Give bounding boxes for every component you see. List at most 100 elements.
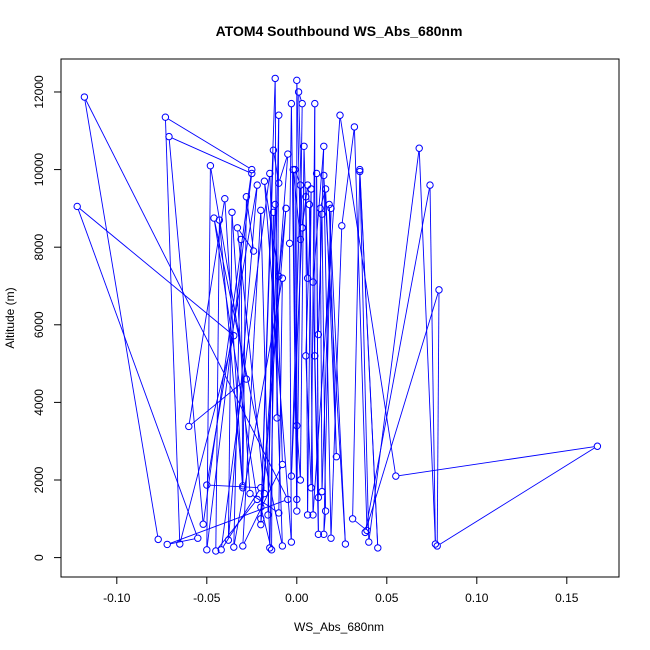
y-tick-label: 2000 <box>32 466 46 493</box>
y-tick-label: 10000 <box>32 153 46 187</box>
series-segment <box>170 538 195 545</box>
data-point <box>264 511 272 519</box>
series-segment <box>307 192 312 512</box>
x-tick-label: -0.05 <box>193 591 221 605</box>
series-segment <box>296 106 303 497</box>
data-point <box>302 193 310 201</box>
x-axis: -0.10 -0.05 0.00 0.05 0.10 0.15 <box>103 576 579 605</box>
data-point <box>230 331 238 340</box>
y-tick-label: 12000 <box>32 75 46 109</box>
data-point <box>336 111 344 119</box>
series-segment <box>359 172 379 545</box>
data-point <box>307 185 315 193</box>
series-segment <box>260 157 289 516</box>
series-segment <box>312 118 341 512</box>
series-segment <box>85 99 287 497</box>
series-segment <box>206 188 258 482</box>
data-point <box>230 543 238 551</box>
series-segment <box>279 156 288 181</box>
data-point <box>80 93 89 101</box>
series-segment <box>84 100 159 537</box>
series-segment <box>238 230 253 249</box>
series-segment <box>79 208 232 334</box>
series-segment <box>330 229 343 536</box>
data-point <box>253 495 261 504</box>
series-segment <box>240 242 244 483</box>
series-segment <box>267 207 276 512</box>
data-point <box>210 214 218 222</box>
data-point <box>287 99 296 108</box>
data-point <box>433 542 441 550</box>
data-point <box>325 200 333 209</box>
series-segment <box>312 285 319 532</box>
data-point <box>321 507 330 515</box>
data-point <box>266 544 274 552</box>
data-point <box>356 165 364 174</box>
series-segment <box>206 168 211 547</box>
series-segment <box>276 118 280 415</box>
data-point <box>257 206 265 215</box>
data-point <box>224 536 233 544</box>
series-segment <box>299 149 305 477</box>
data-point <box>271 74 279 83</box>
y-tick-label: 6000 <box>32 311 46 338</box>
series-segment <box>365 188 430 530</box>
series-segment <box>222 490 260 548</box>
data-point <box>275 111 283 119</box>
series-segment <box>219 223 243 485</box>
series-segment <box>328 207 346 541</box>
data-point <box>293 495 301 504</box>
data-point <box>348 515 357 523</box>
series-segment <box>398 446 595 477</box>
series-segment <box>237 230 265 491</box>
data-point <box>426 181 434 189</box>
data-point <box>296 476 305 484</box>
series-segment <box>294 172 298 423</box>
data-point <box>228 208 236 216</box>
series-segment <box>273 153 279 181</box>
series-segment <box>227 215 233 537</box>
series-segment <box>167 118 250 169</box>
data-layer <box>73 74 602 555</box>
data-point <box>320 142 328 151</box>
data-point <box>327 534 335 542</box>
data-point <box>294 88 303 96</box>
series-segment <box>77 209 198 536</box>
data-point <box>273 414 281 422</box>
x-tick-label: 0.05 <box>375 591 399 605</box>
series-segment <box>354 520 365 529</box>
data-point <box>194 534 202 542</box>
data-point <box>239 484 247 492</box>
series-segment <box>215 223 220 548</box>
chart-title: ATOM4 Southbound WS_Abs_680nm <box>216 23 463 39</box>
data-point <box>275 509 283 517</box>
data-point <box>73 202 81 211</box>
data-point <box>374 544 382 552</box>
data-point <box>363 526 371 535</box>
data-point <box>163 540 171 549</box>
data-point <box>284 150 292 158</box>
data-point <box>282 204 290 213</box>
data-point <box>267 546 276 554</box>
series-segment <box>308 207 314 512</box>
x-tick-label: 0.10 <box>465 591 489 605</box>
data-point <box>312 169 321 178</box>
series-segment <box>170 500 285 544</box>
series-segment <box>165 120 181 541</box>
data-point <box>217 546 225 554</box>
data-point <box>278 542 287 550</box>
data-point <box>203 546 211 554</box>
series-segment <box>203 172 252 522</box>
data-point <box>300 142 308 151</box>
data-point <box>249 247 258 255</box>
data-point <box>303 511 312 519</box>
series-segment <box>296 428 301 477</box>
data-point <box>293 507 301 515</box>
series-segment <box>418 151 436 541</box>
data-point <box>257 484 265 492</box>
series-segment <box>289 106 292 241</box>
series-segment <box>278 211 287 274</box>
data-point <box>303 181 312 189</box>
series-segment <box>305 192 312 353</box>
series-segment <box>269 176 283 543</box>
